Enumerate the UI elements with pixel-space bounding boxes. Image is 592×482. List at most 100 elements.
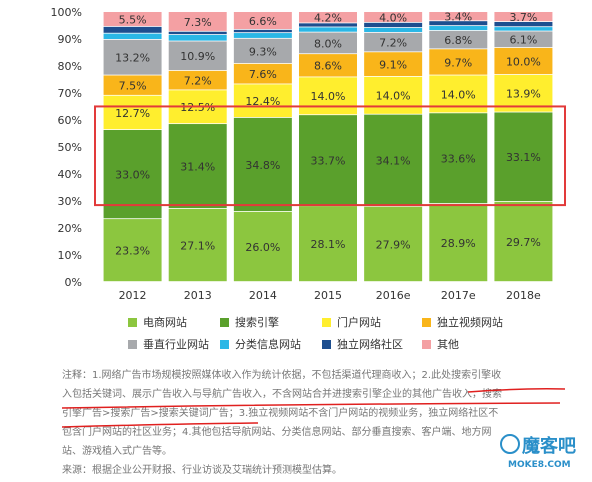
bar-segment: [103, 75, 162, 95]
data-label: 7.5%: [119, 80, 147, 93]
data-labels-layer: 23.3% 33.0% 12.7% 7.5% 13.2% 5.5% 27.1% 31.4% 12…: [115, 11, 541, 258]
bar-segment: [494, 112, 553, 202]
bar-segment: [364, 76, 423, 114]
bar-segment: [494, 47, 553, 75]
data-label: 6.6%: [249, 15, 277, 28]
bar-segment: [494, 27, 553, 31]
bar-segment: [168, 34, 227, 41]
data-label: 26.0%: [245, 241, 280, 254]
data-label: 27.9%: [376, 238, 411, 251]
bar-segment: [364, 12, 423, 22]
bar-segment: [299, 115, 357, 206]
bar-segment: [494, 12, 553, 22]
y-tick-label: 10%: [58, 249, 82, 262]
data-label: 8.6%: [314, 60, 342, 73]
data-label: 5.5%: [119, 13, 147, 26]
y-tick-label: 60%: [58, 114, 82, 127]
x-tick-label: 2017e: [441, 289, 476, 302]
bar-segment: [364, 114, 423, 206]
data-label: 14.0%: [441, 88, 476, 101]
bar-segment: [429, 113, 488, 204]
bar-segment: [299, 32, 357, 54]
data-label: 34.1%: [376, 155, 411, 168]
bar-segment: [168, 31, 227, 35]
y-axis: 0% 10% 20% 30% 40% 50% 60% 70% 80% 90% 100%: [51, 6, 82, 289]
bar-segment: [494, 21, 553, 27]
bar-segment: [429, 12, 488, 21]
bar-segment: [233, 211, 292, 282]
data-label: 34.8%: [245, 159, 280, 172]
y-tick-label: 50%: [58, 141, 82, 154]
data-label: 7.2%: [379, 37, 407, 50]
x-tick-label: 2016e: [376, 289, 411, 302]
x-tick-label: 2014: [249, 289, 277, 302]
y-tick-label: 20%: [58, 222, 82, 235]
data-label: 28.1%: [311, 238, 346, 251]
bar-segment: [103, 12, 162, 27]
bar-segment: [233, 84, 292, 118]
data-label: 12.5%: [180, 101, 215, 114]
bar-segment: [299, 23, 357, 27]
y-tick-label: 30%: [58, 195, 82, 208]
data-label: 7.6%: [249, 68, 277, 81]
note-line: 站、游戏植入式广告等。: [62, 446, 172, 457]
bar-segment: [494, 201, 553, 282]
x-axis: 2012 2013 2014 2015 2016e 2017e 2018e: [119, 289, 541, 302]
bar-segment: [429, 26, 488, 31]
bar-segment: [299, 54, 357, 77]
bar-segment: [168, 70, 227, 90]
data-label: 12.4%: [245, 95, 280, 108]
y-tick-label: 40%: [58, 168, 82, 181]
data-label: 27.1%: [180, 239, 215, 252]
bar-segment: [299, 12, 357, 23]
watermark-title: 魔客吧: [522, 436, 576, 457]
data-label: 4.0%: [379, 11, 407, 24]
bar-segment: [103, 95, 162, 130]
highlight-box: [94, 105, 566, 207]
data-label: 28.9%: [441, 237, 476, 250]
bar-segment: [103, 26, 162, 33]
y-tick-label: 100%: [51, 6, 82, 19]
data-label: 8.0%: [314, 37, 342, 50]
data-label: 33.7%: [311, 155, 346, 168]
bar-segment: [364, 27, 423, 32]
bar-segment: [364, 32, 423, 52]
bar-segment: [233, 38, 292, 64]
notes: 注释：1.网络广告市场规模按照媒体收入作为统计依据，不包括渠道代理商收入；2.此…: [62, 366, 562, 480]
note-line: 引擎广告>搜索广告>搜索关键词广告；3.独立视频网站不含门户网站的视频业务，独立…: [62, 408, 499, 419]
bars-layer: [103, 12, 553, 282]
note-line: 注释：1.网络广告市场规模按照媒体收入作为统计依据，不包括渠道代理商收入；2.此…: [62, 370, 502, 381]
bar-segment: [168, 41, 227, 71]
data-label: 33.0%: [115, 169, 150, 182]
data-label: 4.2%: [314, 12, 342, 25]
data-label: 10.9%: [180, 50, 215, 63]
bar-segment: [233, 117, 292, 211]
note-line: 包含门户网站的社区业务；4.其他包括导航网站、分类信息网站、部分垂直搜索、客户端…: [62, 427, 492, 438]
data-label: 10.0%: [506, 55, 541, 68]
x-tick-label: 2018e: [506, 289, 541, 302]
bar-segment: [103, 33, 162, 40]
y-tick-label: 0%: [65, 276, 82, 289]
bar-segment: [168, 124, 227, 209]
y-tick-label: 70%: [58, 87, 82, 100]
data-label: 3.7%: [509, 11, 537, 24]
bar-segment: [299, 206, 357, 282]
data-label: 13.2%: [115, 52, 150, 65]
bar-segment: [168, 208, 227, 282]
data-label: 31.4%: [180, 160, 215, 173]
bar-segment: [364, 52, 423, 76]
bar-segment: [233, 29, 292, 33]
data-label: 7.3%: [184, 16, 212, 29]
bar-segment: [299, 77, 357, 115]
bar-segment: [233, 33, 292, 38]
data-label: 14.0%: [376, 90, 411, 103]
bar-segment: [429, 30, 488, 49]
bar-segment: [429, 21, 488, 26]
bar-segment: [103, 129, 162, 219]
bar-segment: [494, 31, 553, 48]
data-label: 33.6%: [441, 153, 476, 166]
bar-segment: [103, 219, 162, 282]
bar-segment: [299, 27, 357, 32]
data-label: 14.0%: [311, 90, 346, 103]
